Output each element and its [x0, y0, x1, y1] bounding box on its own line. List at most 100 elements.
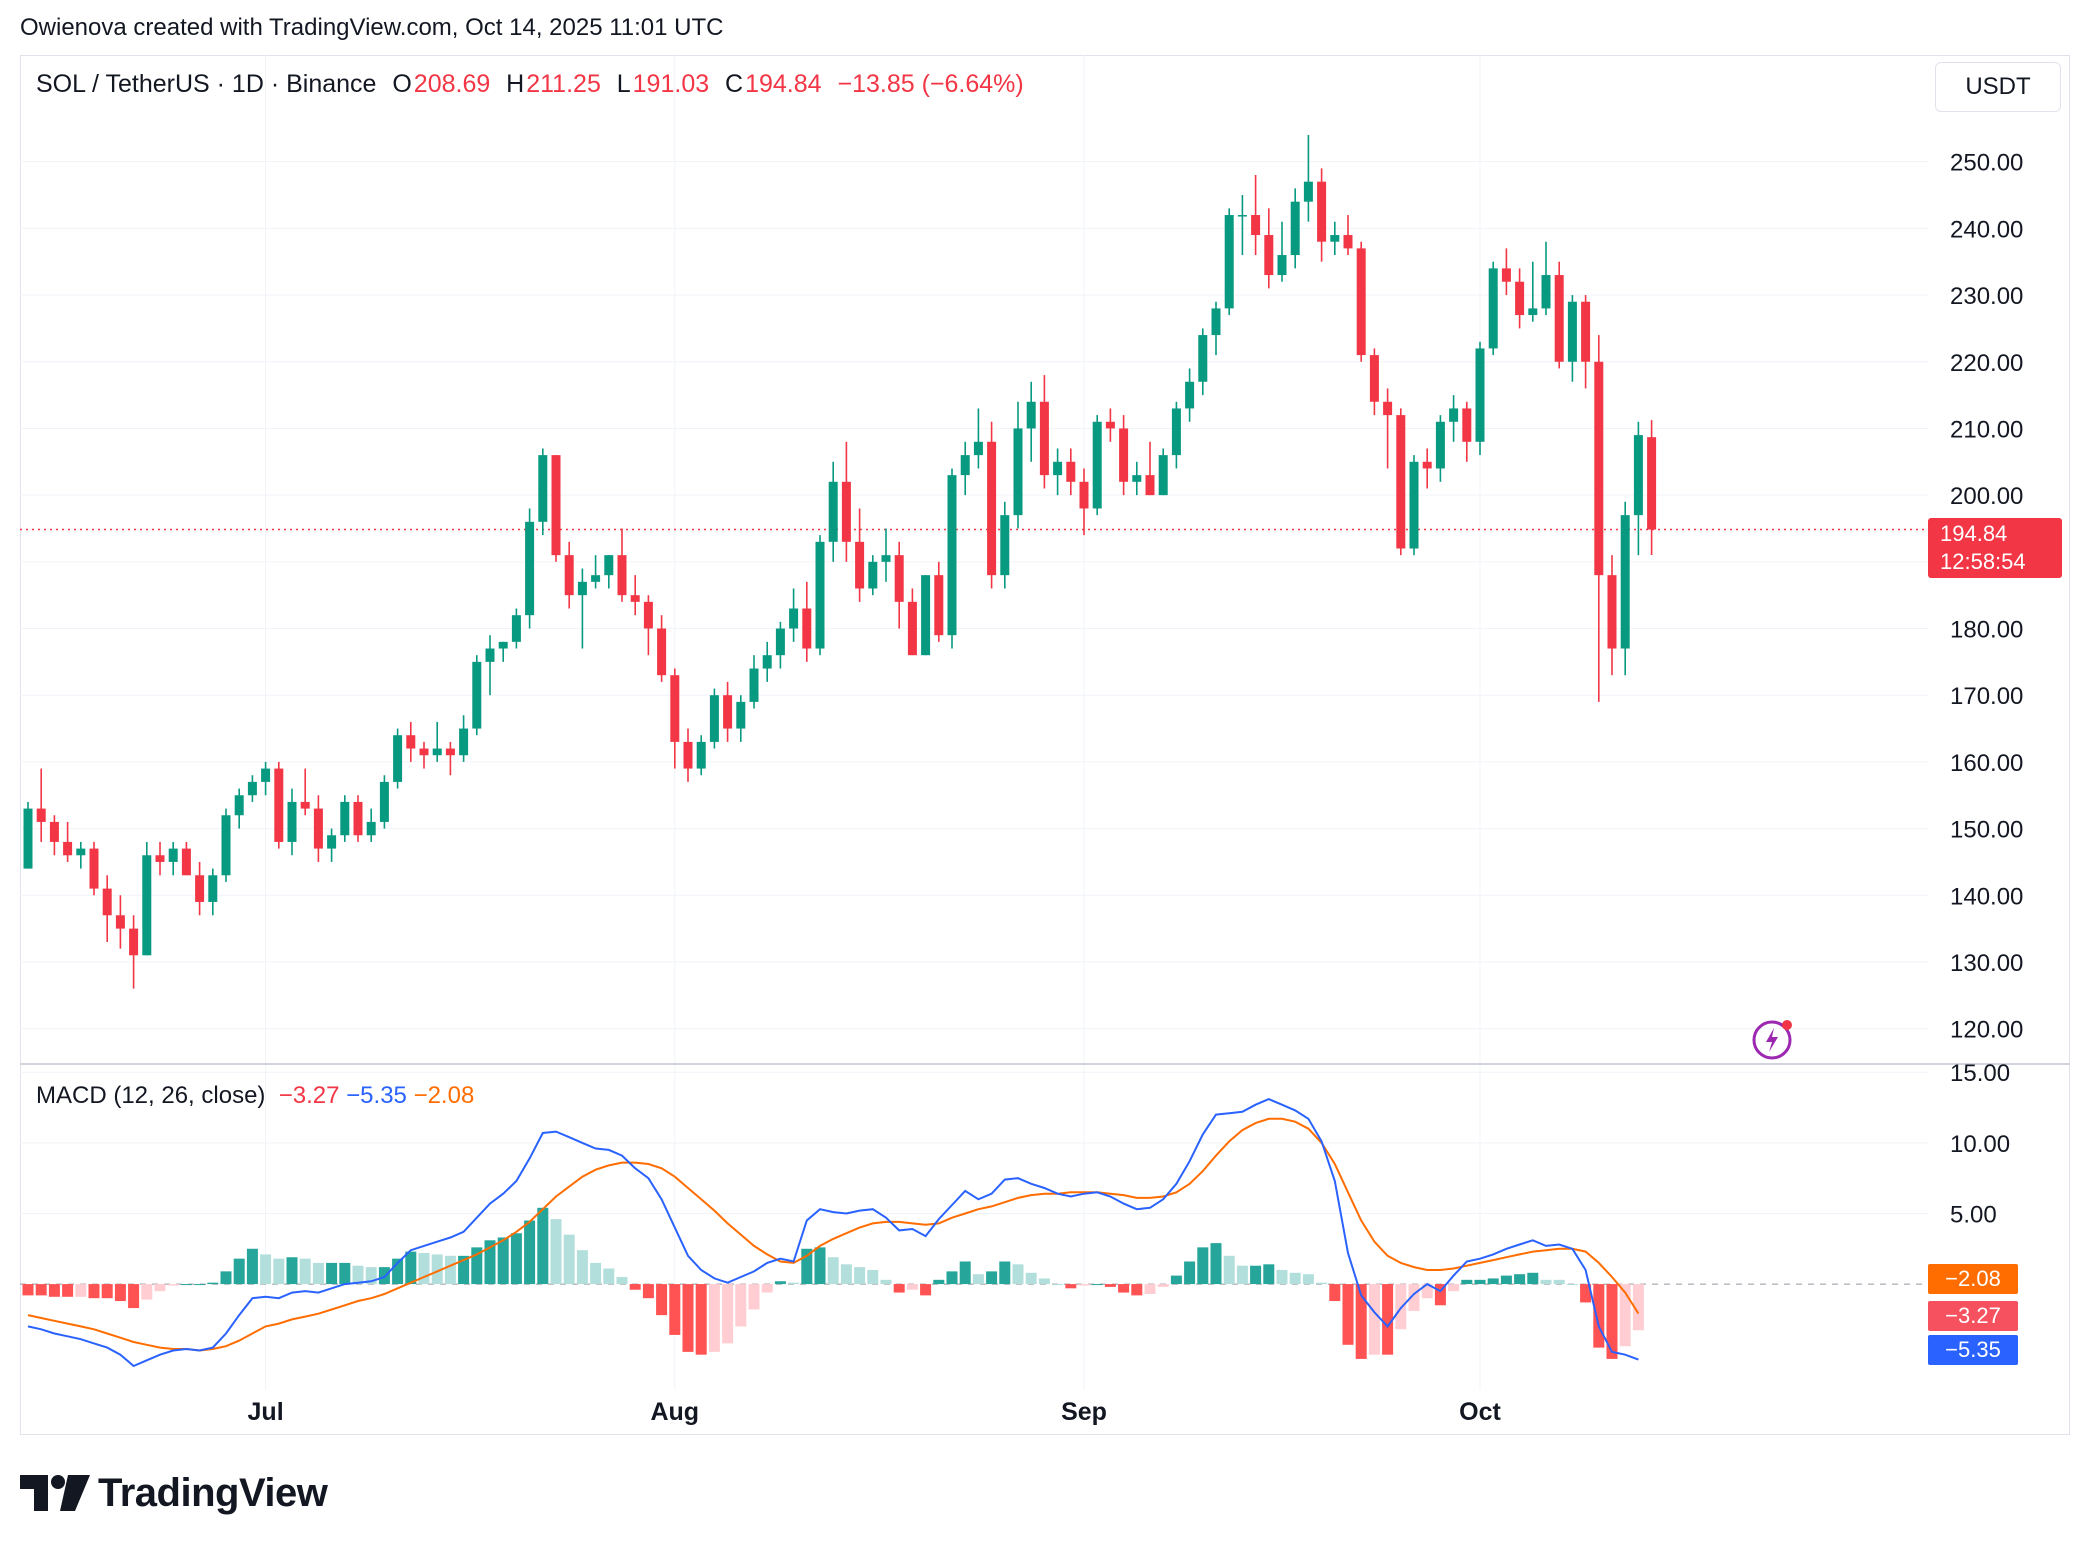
currency-button[interactable]: USDT — [1935, 62, 2061, 112]
grid-layer — [20, 55, 2070, 1390]
candle-body — [1567, 301, 1577, 362]
candle-body — [1185, 381, 1195, 409]
candle-body — [617, 555, 627, 596]
candle-body — [353, 801, 363, 836]
candle-body — [1528, 308, 1538, 316]
macd-tick-label: 15.00 — [1950, 1060, 2010, 1087]
macd-histogram-bar — [959, 1261, 971, 1285]
candle-body — [1356, 248, 1366, 356]
macd-histogram-bar — [1170, 1275, 1182, 1285]
candle-body — [129, 928, 139, 956]
symbol-legend[interactable]: SOL / TetherUS · 1D · Binance O208.69 H2… — [36, 70, 1026, 99]
macd-histogram-bar — [1025, 1272, 1037, 1285]
chart-credit: Owienova created with TradingView.com, O… — [20, 14, 724, 41]
candle-body — [247, 781, 257, 796]
macd-histogram-bar — [48, 1284, 60, 1297]
candle-body — [485, 648, 495, 662]
candle-body — [1620, 515, 1630, 649]
macd-value-tag: −5.35 — [1928, 1335, 2018, 1365]
candle-body — [868, 561, 878, 589]
macd-histogram-bar — [431, 1254, 443, 1285]
candle-body — [1171, 408, 1181, 456]
candle-body — [604, 555, 614, 576]
macd-legend[interactable]: MACD (12, 26, close) −3.27 −5.35 −2.08 — [36, 1082, 474, 1110]
candle-body — [274, 768, 284, 842]
macd-hist-value: −3.27 — [278, 1082, 340, 1109]
macd-tick-label: 10.00 — [1950, 1131, 2010, 1158]
tradingview-logo[interactable]: TradingView — [20, 1470, 328, 1516]
candle-body — [168, 848, 178, 862]
candle-body — [1145, 475, 1155, 496]
macd-histogram-bar — [1289, 1272, 1301, 1285]
macd-histogram-bar — [1580, 1284, 1592, 1303]
candle-body — [802, 608, 812, 649]
macd-histogram-bar — [761, 1284, 773, 1293]
macd-histogram-bar — [326, 1262, 338, 1285]
hist-value-tag: −3.27 — [1928, 1301, 2018, 1331]
candle-body — [1039, 401, 1049, 476]
time-tick-label: Oct — [1459, 1398, 1501, 1426]
price-tick-label: 170.00 — [1950, 683, 2023, 710]
candle-body — [1000, 515, 1010, 576]
candle-body — [525, 521, 535, 616]
macd-histogram-bar — [933, 1279, 945, 1285]
macd-histogram-bar — [1104, 1284, 1116, 1287]
macd-histogram-bar — [1250, 1265, 1262, 1285]
candle-body — [683, 741, 693, 769]
tradingview-logo-text: TradingView — [98, 1470, 328, 1515]
candle-body — [921, 575, 931, 656]
candle-body — [102, 888, 112, 916]
candle-body — [1449, 408, 1459, 422]
macd-histogram-bar — [154, 1284, 166, 1292]
price-tick-label: 180.00 — [1950, 617, 2023, 644]
candle-body — [1488, 268, 1498, 349]
macd-histogram-bar — [1500, 1275, 1512, 1285]
macd-histogram-bar — [986, 1271, 998, 1285]
candle-body — [23, 808, 33, 869]
macd-histogram-bar — [1408, 1284, 1420, 1311]
macd-histogram-bar — [405, 1251, 417, 1285]
macd-title[interactable]: MACD (12, 26, close) — [36, 1082, 266, 1109]
macd-histogram-bar — [1448, 1284, 1460, 1292]
macd-histogram-bar — [75, 1284, 87, 1297]
candle-body — [789, 608, 799, 629]
macd-histogram-bar — [1210, 1243, 1222, 1285]
candle-body — [313, 808, 323, 849]
macd-histogram-bar — [1368, 1284, 1380, 1355]
macd-histogram-bar — [444, 1255, 456, 1285]
candle-body — [63, 841, 73, 856]
candle-body — [749, 668, 759, 702]
price-tick-label: 240.00 — [1950, 216, 2023, 243]
macd-histogram-bar — [246, 1248, 258, 1285]
candle-body — [393, 735, 403, 782]
candle-body — [195, 875, 205, 902]
macd-histogram-bar — [946, 1271, 958, 1285]
macd-histogram-bar — [814, 1247, 826, 1285]
macd-histogram-bar — [708, 1284, 720, 1352]
lightning-icon[interactable] — [1750, 1016, 1796, 1062]
macd-histogram-bar — [1632, 1284, 1644, 1331]
candle-body — [1422, 461, 1432, 469]
time-tick-label: Sep — [1061, 1398, 1107, 1426]
candle-body — [1119, 428, 1129, 482]
candle-body — [115, 915, 125, 929]
candle-body — [736, 701, 746, 729]
candle-body — [591, 575, 601, 582]
macd-histogram-bar — [867, 1269, 879, 1285]
last-price-value: 194.84 — [1940, 521, 2008, 546]
candle-body — [49, 821, 59, 842]
macd-histogram-bar — [1144, 1284, 1156, 1294]
macd-histogram-bar — [840, 1264, 852, 1285]
candle-body — [657, 628, 667, 676]
macd-histogram-bar — [114, 1284, 126, 1302]
candle-body — [1211, 308, 1221, 336]
macd-histogram-bar — [167, 1284, 179, 1286]
candle-body — [459, 728, 469, 756]
last-price-tag: 194.84 12:58:54 — [1928, 518, 2062, 578]
symbol-name[interactable]: SOL / TetherUS · 1D · Binance — [36, 70, 377, 98]
open-label: O — [392, 70, 412, 98]
candle-body — [1594, 361, 1604, 576]
candle-body — [947, 475, 957, 636]
macd-histogram-bar — [1157, 1284, 1169, 1287]
